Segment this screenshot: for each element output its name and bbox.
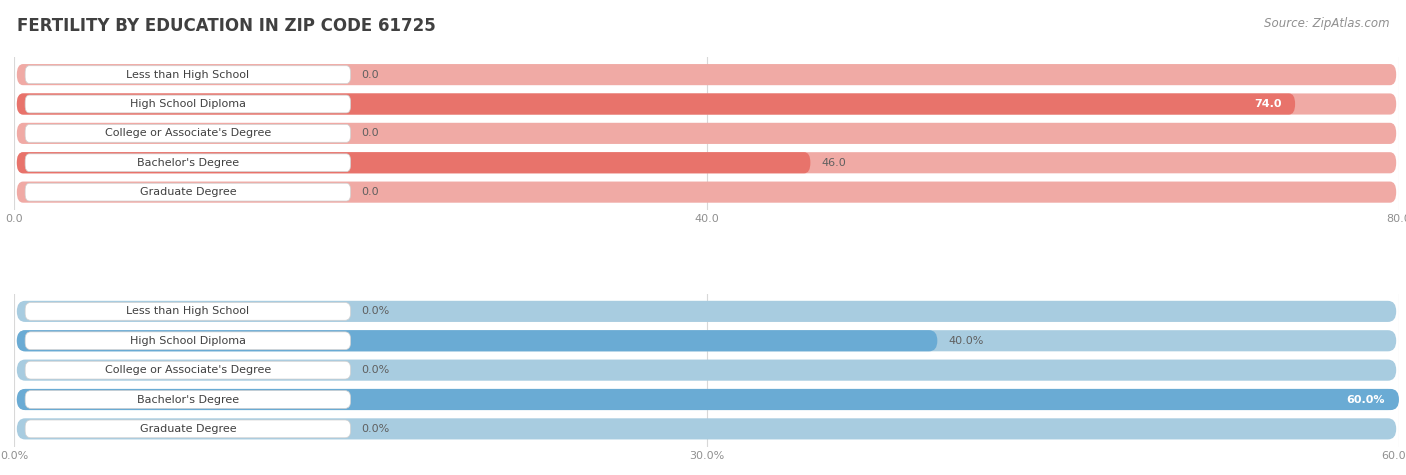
Text: Source: ZipAtlas.com: Source: ZipAtlas.com — [1264, 17, 1389, 29]
FancyBboxPatch shape — [17, 389, 1396, 410]
Text: Bachelor's Degree: Bachelor's Degree — [136, 395, 239, 405]
Text: College or Associate's Degree: College or Associate's Degree — [104, 365, 271, 375]
Text: 0.0: 0.0 — [361, 128, 378, 138]
FancyBboxPatch shape — [17, 94, 1295, 114]
FancyBboxPatch shape — [17, 94, 1396, 114]
FancyBboxPatch shape — [17, 330, 938, 352]
FancyBboxPatch shape — [25, 95, 350, 113]
Text: High School Diploma: High School Diploma — [129, 99, 246, 109]
FancyBboxPatch shape — [25, 154, 350, 171]
FancyBboxPatch shape — [17, 301, 1396, 322]
FancyBboxPatch shape — [17, 152, 810, 173]
FancyBboxPatch shape — [25, 332, 350, 350]
Text: 40.0%: 40.0% — [949, 336, 984, 346]
FancyBboxPatch shape — [17, 418, 1396, 439]
Text: Less than High School: Less than High School — [127, 306, 249, 316]
FancyBboxPatch shape — [25, 303, 350, 320]
FancyBboxPatch shape — [25, 420, 350, 438]
FancyBboxPatch shape — [25, 124, 350, 142]
Text: 60.0%: 60.0% — [1347, 395, 1385, 405]
FancyBboxPatch shape — [17, 181, 1396, 203]
FancyBboxPatch shape — [17, 330, 1396, 352]
FancyBboxPatch shape — [25, 183, 350, 201]
Text: Graduate Degree: Graduate Degree — [139, 187, 236, 197]
FancyBboxPatch shape — [25, 361, 350, 379]
FancyBboxPatch shape — [17, 360, 1396, 380]
Text: Bachelor's Degree: Bachelor's Degree — [136, 158, 239, 168]
FancyBboxPatch shape — [25, 66, 350, 84]
FancyBboxPatch shape — [17, 152, 1396, 173]
Text: High School Diploma: High School Diploma — [129, 336, 246, 346]
FancyBboxPatch shape — [17, 389, 1399, 410]
Text: 0.0%: 0.0% — [361, 365, 389, 375]
Text: 0.0: 0.0 — [361, 187, 378, 197]
Text: 0.0%: 0.0% — [361, 306, 389, 316]
Text: Graduate Degree: Graduate Degree — [139, 424, 236, 434]
FancyBboxPatch shape — [25, 390, 350, 408]
Text: 74.0: 74.0 — [1254, 99, 1281, 109]
FancyBboxPatch shape — [17, 123, 1396, 144]
Text: FERTILITY BY EDUCATION IN ZIP CODE 61725: FERTILITY BY EDUCATION IN ZIP CODE 61725 — [17, 17, 436, 35]
Text: 0.0: 0.0 — [361, 70, 378, 80]
Text: Less than High School: Less than High School — [127, 70, 249, 80]
Text: 0.0%: 0.0% — [361, 424, 389, 434]
Text: College or Associate's Degree: College or Associate's Degree — [104, 128, 271, 138]
FancyBboxPatch shape — [17, 64, 1396, 85]
Text: 46.0: 46.0 — [821, 158, 846, 168]
